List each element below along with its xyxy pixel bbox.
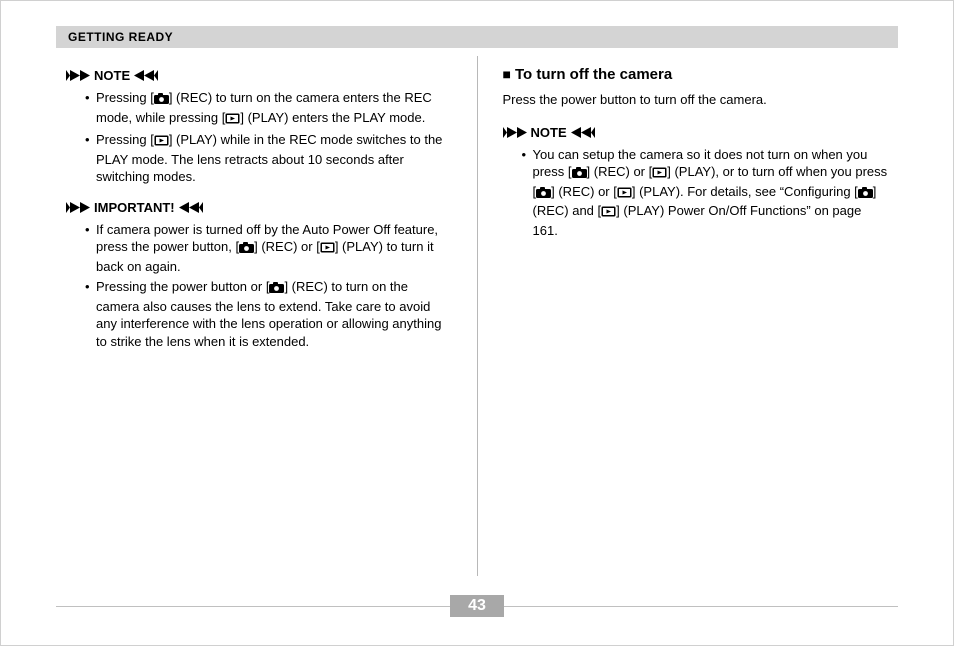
play-icon [154,133,169,151]
list-item: Pressing [] (REC) to turn on the camera … [96,89,452,128]
play-icon [225,111,240,129]
important-list: If camera power is turned off by the Aut… [66,221,452,351]
camera-icon [154,91,169,109]
left-column: NOTE Pressing [] (REC) to turn on the ca… [56,66,477,576]
note-label: NOTE [94,68,130,83]
note-header: NOTE [503,125,889,140]
note-list: Pressing [] (REC) to turn on the camera … [66,89,452,186]
note-header: NOTE [66,68,452,83]
arrows-right-icon [503,127,527,138]
turn-off-heading: ■To turn off the camera [503,66,889,83]
camera-icon [858,185,873,203]
list-item: If camera power is turned off by the Aut… [96,221,452,276]
camera-icon [572,165,587,183]
square-bullet-icon: ■ [503,66,511,82]
list-item: Pressing [] (PLAY) while in the REC mode… [96,131,452,186]
camera-icon [536,185,551,203]
section-header: GETTING READY [56,26,898,48]
arrows-right-icon [66,202,90,213]
page-footer: 43 [56,595,898,617]
arrows-left-icon [571,127,595,138]
list-item: Pressing the power button or [] (REC) to… [96,278,452,350]
turn-off-body: Press the power button to turn off the c… [503,91,889,109]
camera-icon [269,280,284,298]
right-column: ■To turn off the camera Press the power … [478,66,899,576]
page-number: 43 [450,595,504,617]
list-item: You can setup the camera so it does not … [533,146,889,240]
play-icon [652,165,667,183]
arrows-left-icon [134,70,158,81]
camera-icon [239,240,254,258]
arrows-right-icon [66,70,90,81]
play-icon [320,240,335,258]
page-content: GETTING READY NOTE Pressing [] (REC) to … [1,1,953,561]
note-list: You can setup the camera so it does not … [503,146,889,240]
arrows-left-icon [179,202,203,213]
two-column-layout: NOTE Pressing [] (REC) to turn on the ca… [56,66,898,576]
important-header: IMPORTANT! [66,200,452,215]
note-label: NOTE [531,125,567,140]
play-icon [601,204,616,222]
play-icon [617,185,632,203]
important-label: IMPORTANT! [94,200,175,215]
